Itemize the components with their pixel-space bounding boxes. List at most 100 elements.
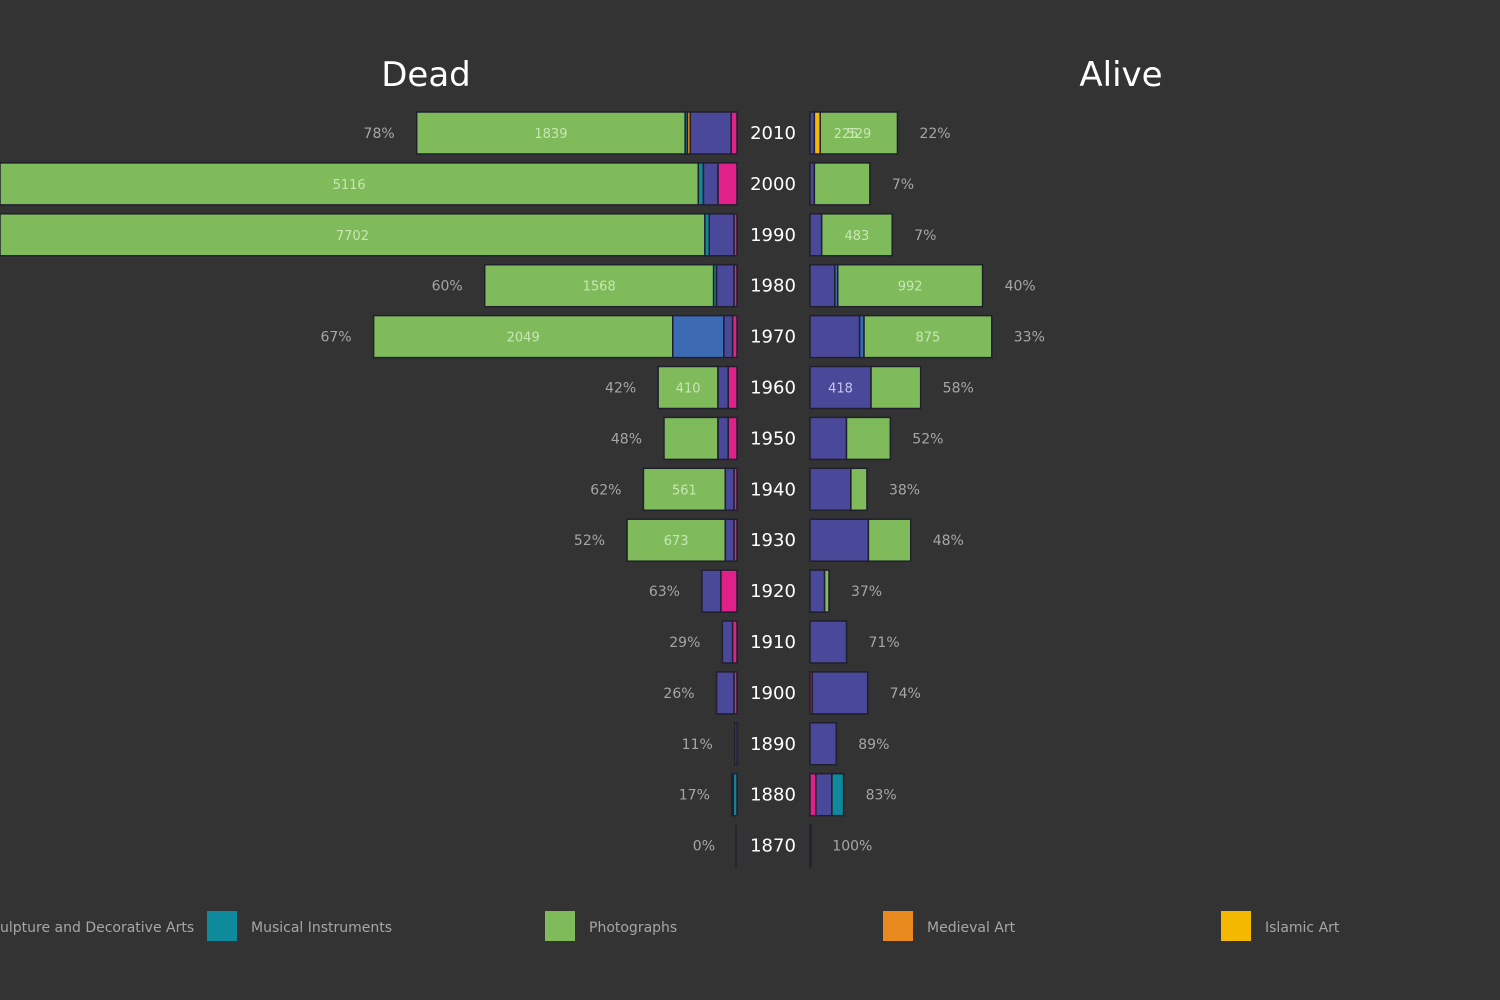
bar-dead-sculpture-and-decorative-arts: [702, 162, 719, 206]
alive-percent: 22%: [919, 126, 950, 142]
bar-dead-photographs: [642, 467, 727, 512]
bar-dead-sculpture-and-decorative-arts: [724, 467, 735, 512]
bar-alive-photographs: [819, 111, 899, 155]
dead-percent: 62%: [590, 482, 621, 498]
bar-value-label: 529: [846, 127, 871, 142]
dead-percent: 78%: [364, 126, 395, 142]
dead-percent: 60%: [432, 279, 463, 295]
bar-alive-photographs: [863, 314, 993, 359]
legend-label: ulpture and Decorative Arts: [0, 920, 194, 936]
year-label: 1940: [750, 479, 796, 500]
legend-swatch: [545, 911, 575, 941]
bar-value-label: 1568: [583, 280, 616, 295]
row-1930: 1930 673 52% 48%: [574, 518, 964, 562]
bar-alive-sculpture-and-decorative-arts: [809, 722, 838, 766]
bar-alive-sculpture-and-decorative-arts: [811, 671, 869, 715]
year-label: 1950: [750, 428, 796, 449]
bar-alive-sculpture-and-decorative-arts: [809, 620, 848, 664]
bar-dead-other: [731, 620, 738, 664]
bar-dead-photographs: [0, 162, 700, 206]
bar-value-label: 410: [676, 382, 701, 397]
alive-percent: 33%: [1014, 330, 1045, 346]
bar-value-label: 673: [664, 534, 689, 549]
row-1900: 1900 26% 74%: [663, 671, 921, 715]
alive-percent: 37%: [851, 584, 882, 600]
year-label: 1980: [750, 276, 796, 297]
alive-percent: 40%: [1005, 279, 1036, 295]
row-1880: 1880 17% 83%: [679, 772, 897, 817]
legend-label: Medieval Art: [927, 920, 1016, 936]
alive-percent: 74%: [890, 686, 921, 702]
bar-value-label: 992: [898, 280, 923, 295]
bar-value-label: 7702: [336, 229, 369, 244]
bar-dead-photographs: [483, 263, 715, 308]
legend-label: Islamic Art: [1265, 920, 1340, 936]
alive-percent: 83%: [866, 788, 897, 804]
dead-percent: 29%: [669, 635, 700, 651]
year-label: 1960: [750, 378, 796, 399]
bar-dead-other: [733, 467, 738, 512]
bar-alive-photographs: [823, 569, 830, 613]
dead-percent: 48%: [611, 431, 642, 447]
bar-value-label: 1839: [534, 127, 567, 142]
bar-alive-musical-instruments: [831, 772, 845, 817]
bar-dead-drawings-and-prints: [672, 314, 725, 359]
bar-dead-other: [720, 569, 738, 613]
row-1890: 1890 11% 89%: [682, 722, 889, 766]
year-label: 1920: [750, 581, 796, 602]
bar-dead-musical-instruments: [732, 772, 738, 817]
bar-dead-other: [727, 365, 738, 410]
bar-value-label: 2049: [507, 331, 540, 346]
bar-dead-sculpture-and-decorative-arts: [689, 111, 732, 155]
bar-dead-other: [731, 314, 738, 359]
bar-dead-other: [730, 111, 738, 155]
bar-dead-other: [733, 518, 738, 562]
alive-percent: 48%: [933, 533, 964, 549]
bar-alive-photographs: [870, 365, 922, 410]
bar-alive-sculpture-and-decorative-arts: [809, 213, 823, 257]
bar-alive-photographs: [867, 518, 912, 562]
legend-swatch: [207, 911, 237, 941]
dead-percent: 52%: [574, 533, 605, 549]
alive-percent: 7%: [892, 177, 914, 193]
row-1920: 1920 63% 37%: [649, 569, 882, 613]
legend-item-sculpture-and-decorative-arts: ulpture and Decorative Arts: [0, 920, 194, 936]
bar-alive-sculpture-and-decorative-arts: [809, 263, 836, 308]
row-1970: 1970 2049 67% 875 33%: [320, 314, 1045, 359]
bar-value-label: 483: [845, 229, 870, 244]
legend-item-musical-instruments: Musical Instruments: [207, 911, 392, 941]
year-label: 1900: [750, 683, 796, 704]
bar-value-label: 5116: [333, 178, 366, 193]
row-1910: 1910 29% 71%: [669, 620, 900, 664]
bar-alive-sculpture-and-decorative-arts: [809, 518, 870, 562]
alive-percent: 71%: [869, 635, 900, 651]
bar-dead-sculpture-and-decorative-arts: [701, 569, 722, 613]
bar-dead-photographs: [415, 111, 686, 155]
alive-percent: 7%: [914, 228, 936, 244]
bar-dead-photographs: [0, 213, 706, 257]
row-1950: 1950 48% 52%: [611, 416, 943, 461]
row-1940: 1940 561 62% 38%: [590, 467, 920, 512]
bar-dead-sculpture-and-decorative-arts: [708, 213, 735, 257]
row-1990: 1990 7702 483 7%: [0, 213, 936, 257]
bar-dead-other: [717, 162, 738, 206]
year-label: 1970: [750, 327, 796, 348]
alive-percent: 52%: [912, 431, 943, 447]
bar-dead-musical-instruments: [697, 162, 705, 206]
dead-percent: 11%: [682, 737, 713, 753]
bar-dead-sculpture-and-decorative-arts: [724, 518, 735, 562]
bar-alive-photographs: [836, 263, 984, 308]
bar-alive-sculpture-and-decorative-arts: [809, 416, 848, 461]
bar-dead-photographs: [657, 365, 719, 410]
bar-dead-sculpture-and-decorative-arts: [721, 620, 734, 664]
legend-swatch: [1221, 911, 1251, 941]
bar-dead-sculpture-and-decorative-arts: [734, 722, 738, 766]
alive-percent: 58%: [943, 381, 974, 397]
year-label: 1990: [750, 225, 796, 246]
bar-value-label: 875: [915, 331, 940, 346]
bar-alive-sculpture-and-decorative-arts: [809, 569, 826, 613]
bar-alive-sculpture-and-decorative-arts: [809, 467, 852, 512]
bar-alive-photographs: [850, 467, 868, 512]
bar-dead-sculpture-and-decorative-arts: [717, 365, 729, 410]
